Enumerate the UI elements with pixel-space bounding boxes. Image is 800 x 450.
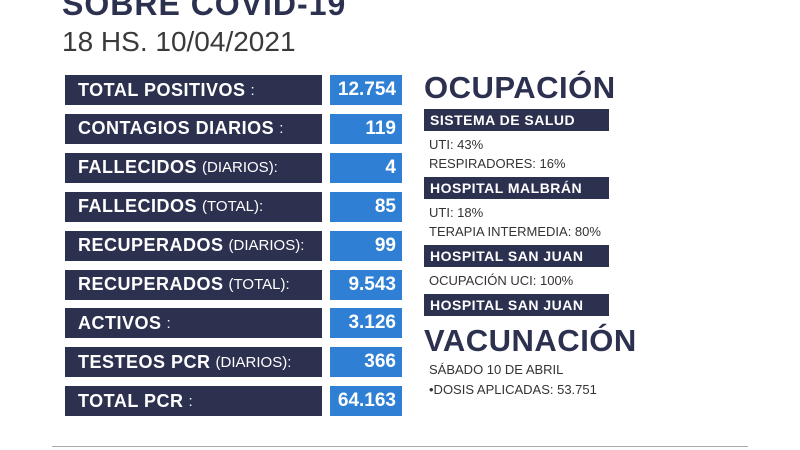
stat-label: RECUPERADOS: [78, 235, 224, 256]
section-header: HOSPITAL MALBRÁN: [424, 177, 609, 199]
stat-label-box: FALLECIDOS (TOTAL):: [65, 191, 322, 222]
stat-label: TOTAL PCR: [78, 390, 184, 411]
section-header: HOSPITAL SAN JUAN: [424, 294, 609, 316]
stat-value: 366: [330, 347, 402, 378]
info-line: RESPIRADORES: 16%: [429, 156, 566, 171]
stat-label: RECUPERADOS: [78, 274, 224, 294]
info-line: SÁBADO 10 DE ABRIL: [429, 362, 564, 377]
stat-suffix: :: [166, 314, 171, 332]
stat-label: ACTIVOS: [78, 312, 162, 333]
stat-suffix: (DIARIOS):: [215, 353, 292, 371]
stat-suffix: (DIARIOS):: [228, 237, 305, 255]
info-line: •DOSIS APLICADAS: 53.751: [429, 382, 597, 397]
stat-label-box: TOTAL POSITIVOS:: [65, 75, 322, 105]
stat-suffix: (TOTAL):: [202, 198, 264, 216]
info-line: UTI: 43%: [429, 137, 484, 152]
stat-value: 119: [330, 113, 402, 144]
info-line: TERAPIA INTERMEDIA: 80%: [429, 224, 601, 239]
stat-label: CONTAGIOS DIARIOS: [78, 118, 275, 139]
section-header: SISTEMA DE SALUD: [424, 109, 609, 131]
stat-label-box: FALLECIDOS (DIARIOS):: [65, 152, 322, 183]
stat-label: FALLECIDOS: [78, 157, 198, 178]
stat-label-box: RECUPERADOS (TOTAL):: [65, 269, 322, 300]
stat-value: 3.126: [330, 308, 402, 339]
stat-value: 64.163: [330, 386, 402, 417]
info-line: UTI: 18%: [429, 205, 484, 220]
stat-suffix: :: [188, 392, 193, 410]
stat-label-box: TESTEOS PCR (DIARIOS):: [65, 347, 322, 378]
stat-suffix: (DIARIOS):: [202, 159, 278, 177]
stat-label-box: CONTAGIOS DIARIOS:: [65, 113, 322, 144]
subtitle: 18 HS. 10/04/2021: [62, 26, 296, 57]
stat-label: TOTAL POSITIVOS: [78, 79, 246, 100]
info-line: OCUPACIÓN UCI: 100%: [429, 273, 574, 288]
title: SOBRE COVID-19: [62, 0, 347, 22]
stat-value: 4: [330, 152, 402, 183]
stat-label-box: ACTIVOS:: [65, 308, 322, 339]
section-title: VACUNACIÓN: [424, 323, 637, 358]
section-title: OCUPACIÓN: [424, 70, 616, 105]
stat-value: 99: [330, 230, 402, 261]
stat-suffix: :: [250, 81, 255, 99]
stat-value: 85: [330, 191, 402, 222]
stat-value: 9.543: [330, 269, 402, 300]
divider: [52, 446, 748, 447]
stat-label-box: RECUPERADOS (DIARIOS):: [65, 230, 322, 261]
stat-label: TESTEOS PCR: [78, 351, 211, 372]
stat-suffix: :: [279, 120, 284, 138]
stat-value: 12.754: [330, 75, 402, 105]
stat-label: FALLECIDOS: [78, 196, 198, 217]
stat-suffix: (TOTAL):: [228, 276, 290, 293]
stat-label-box: TOTAL PCR:: [65, 386, 322, 417]
section-header: HOSPITAL SAN JUAN: [424, 245, 609, 267]
